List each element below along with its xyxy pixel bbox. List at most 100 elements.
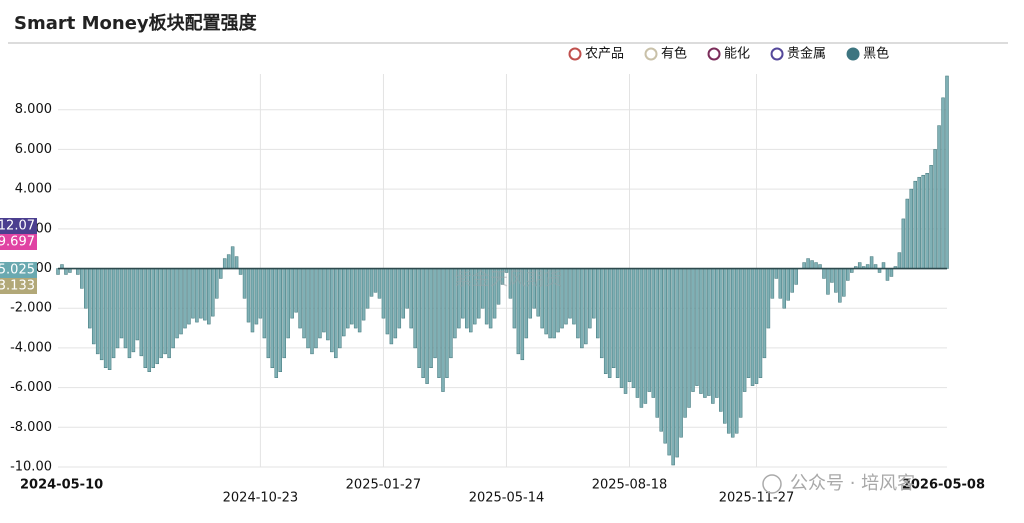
bar <box>135 268 140 341</box>
bar <box>270 268 275 369</box>
bar <box>564 268 568 325</box>
bar <box>179 268 183 335</box>
credit-icon <box>762 474 782 494</box>
x-tick-label: 2024-10-23 <box>223 491 299 506</box>
bar <box>782 268 787 309</box>
bar <box>310 268 314 355</box>
bar <box>699 268 703 394</box>
bar <box>905 198 910 269</box>
bar <box>242 268 247 299</box>
bar <box>707 268 711 396</box>
bar <box>671 268 675 466</box>
bar <box>278 268 282 372</box>
credit: 公众号 · 培风客 <box>790 473 915 494</box>
bar <box>639 268 644 408</box>
bar <box>834 268 838 293</box>
bar <box>643 268 648 404</box>
bar <box>580 268 584 349</box>
y-tick-label: 4.000 <box>15 182 52 197</box>
bar <box>913 180 917 269</box>
bar <box>738 268 743 418</box>
bar <box>691 268 695 392</box>
bar <box>611 268 616 369</box>
bar <box>226 254 231 269</box>
bar <box>449 268 453 359</box>
legend-label: 农产品 <box>585 47 624 62</box>
bar <box>655 268 660 418</box>
bar <box>933 149 937 269</box>
chart-title: Smart Money板块配置强度 <box>14 12 258 34</box>
bar <box>814 262 818 269</box>
bar <box>445 268 449 378</box>
x-tick-label: 2025-05-14 <box>469 491 545 506</box>
legend-marker <box>707 47 721 61</box>
legend-marker <box>568 47 582 61</box>
bar <box>183 268 187 329</box>
axis-badge <box>0 262 37 278</box>
bar <box>687 268 691 408</box>
bar <box>774 268 779 279</box>
bar <box>282 268 286 359</box>
bar <box>290 268 294 319</box>
bar <box>683 268 687 418</box>
bar <box>306 268 310 349</box>
axis-badge-label: 12.07 <box>0 219 35 234</box>
bar <box>76 268 80 275</box>
bar <box>623 268 628 394</box>
bar <box>250 268 255 333</box>
watermark: 紫金天风期货 <box>454 269 562 290</box>
x-tick-label: 2026-05-08 <box>902 478 985 493</box>
bar <box>778 268 783 299</box>
bar <box>171 268 175 349</box>
bar <box>715 268 719 398</box>
bar <box>734 268 739 434</box>
bar <box>766 268 771 329</box>
axis-badge-label: 5.025 <box>0 263 35 278</box>
bar <box>909 188 914 269</box>
bar <box>703 268 707 398</box>
bar <box>568 268 572 319</box>
bar <box>647 268 652 392</box>
y-tick-label: -10.00 <box>10 460 52 475</box>
legend-label: 贵金属 <box>787 46 826 62</box>
x-tick-label: 2025-11-27 <box>719 491 795 506</box>
bar <box>726 268 731 434</box>
legend-label: 黑色 <box>863 46 889 62</box>
bar <box>695 268 699 386</box>
bar <box>869 256 874 269</box>
bar <box>413 268 417 349</box>
bar <box>659 268 663 432</box>
bar <box>417 268 421 369</box>
bar <box>822 268 826 279</box>
bar <box>588 268 592 329</box>
bar <box>381 268 386 319</box>
bar <box>885 268 890 281</box>
bar <box>846 268 850 281</box>
bar <box>754 268 759 384</box>
bar <box>790 268 794 293</box>
y-tick-label: -8.000 <box>10 420 52 435</box>
bar <box>56 268 60 275</box>
x-tick-label: 2025-08-18 <box>592 478 668 493</box>
bar <box>107 268 112 370</box>
bar <box>830 268 834 283</box>
bar <box>175 268 179 339</box>
bar <box>806 258 810 269</box>
bar <box>377 268 382 299</box>
bar <box>929 165 933 269</box>
bar <box>409 268 413 329</box>
bar <box>338 268 342 349</box>
bar <box>147 268 152 372</box>
bar <box>318 268 322 339</box>
y-tick-label: -4.000 <box>10 340 52 355</box>
bar <box>723 268 727 424</box>
axis-badge <box>0 278 37 294</box>
bar <box>373 268 378 293</box>
bar <box>615 268 620 378</box>
bar <box>302 268 306 339</box>
bar <box>345 268 350 329</box>
bar <box>274 268 279 378</box>
bar <box>758 268 763 378</box>
